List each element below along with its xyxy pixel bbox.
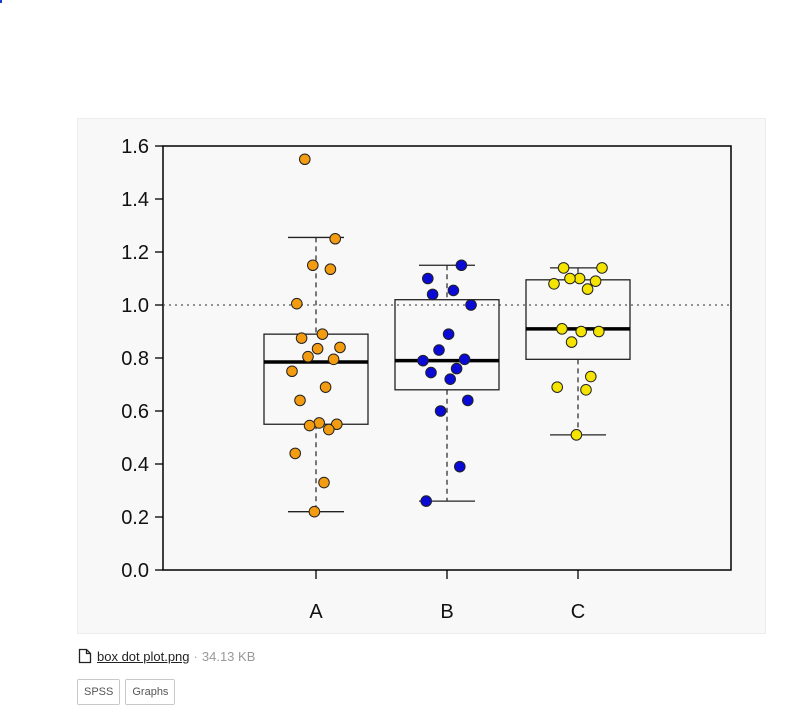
x-tick-label: A	[309, 601, 323, 623]
data-point	[420, 495, 433, 507]
attachment-file-link[interactable]: box dot plot.png	[97, 648, 190, 664]
tag-spss[interactable]: SPSS	[77, 679, 121, 705]
data-point	[286, 365, 298, 378]
data-point	[596, 262, 608, 274]
data-point	[589, 275, 602, 287]
image-preview[interactable]: 0.0 0.2 0.4 0.6 0.8 1.0 1.2 1.4 1.6 A B C	[77, 118, 766, 634]
box-dot-plot: 0.0 0.2 0.4 0.6 0.8 1.0 1.2 1.4 1.6 A B C	[121, 136, 732, 623]
data-point	[319, 381, 332, 393]
y-tick-label: 1.0	[121, 295, 149, 317]
data-point	[313, 417, 325, 429]
data-point	[302, 350, 314, 363]
data-point	[593, 325, 605, 338]
data-point	[426, 288, 439, 301]
data-point	[307, 259, 319, 272]
y-tick-label: 1.2	[121, 242, 149, 264]
x-tick-label: B	[440, 601, 453, 623]
data-point	[417, 354, 429, 367]
data-point	[433, 344, 445, 356]
y-tick-label: 0.4	[121, 454, 149, 476]
data-point	[564, 272, 576, 285]
data-point	[575, 325, 588, 338]
data-point	[291, 297, 303, 310]
y-tick-label: 1.4	[121, 189, 149, 211]
data-point	[329, 232, 342, 245]
corner-mark	[0, 0, 2, 3]
box-B	[394, 299, 500, 391]
attachment-file-size: 34.13 KB	[201, 648, 256, 664]
y-tick-label: 1.6	[121, 136, 149, 158]
data-point	[548, 278, 560, 290]
box-C	[525, 279, 631, 360]
data-point	[551, 381, 564, 393]
data-point	[434, 405, 447, 417]
plot-border	[162, 145, 732, 571]
y-tick-label: 0.2	[121, 507, 149, 529]
file-icon	[78, 648, 92, 664]
data-point	[323, 423, 335, 436]
tag-graphs[interactable]: Graphs	[125, 679, 176, 705]
data-point	[442, 328, 455, 340]
data-point	[327, 353, 340, 366]
data-point	[454, 460, 466, 473]
data-point	[303, 419, 316, 432]
data-point	[557, 262, 570, 274]
tag-list: SPSS Graphs	[77, 679, 176, 705]
attachment-row: box dot plot.png · 34.13 KB	[78, 647, 255, 665]
data-point	[556, 323, 568, 335]
data-point	[425, 366, 437, 379]
data-point	[447, 284, 460, 297]
data-point	[330, 418, 343, 431]
data-point	[316, 328, 329, 340]
y-tick-label: 0.6	[121, 401, 149, 423]
data-point	[444, 373, 457, 386]
data-point	[324, 263, 337, 276]
data-point	[570, 429, 583, 441]
data-point	[455, 259, 468, 272]
x-tick-label: C	[571, 601, 585, 623]
data-point	[294, 394, 306, 407]
data-point	[450, 362, 463, 375]
data-point	[573, 272, 586, 285]
separator-dot: ·	[193, 648, 198, 664]
data-point	[295, 332, 308, 344]
data-point	[580, 384, 592, 396]
data-point	[585, 370, 597, 383]
data-point	[458, 353, 471, 366]
data-point	[308, 505, 321, 518]
data-point	[465, 299, 477, 311]
data-point	[289, 447, 301, 460]
data-point	[581, 283, 594, 295]
y-tick-label: 0.8	[121, 348, 149, 370]
data-point	[422, 272, 434, 285]
data-point	[334, 341, 346, 354]
data-point	[462, 394, 474, 407]
data-point	[311, 342, 324, 355]
data-point	[318, 476, 330, 489]
data-point	[299, 153, 311, 166]
y-tick-label: 0.0	[121, 560, 149, 582]
data-point	[565, 336, 578, 348]
